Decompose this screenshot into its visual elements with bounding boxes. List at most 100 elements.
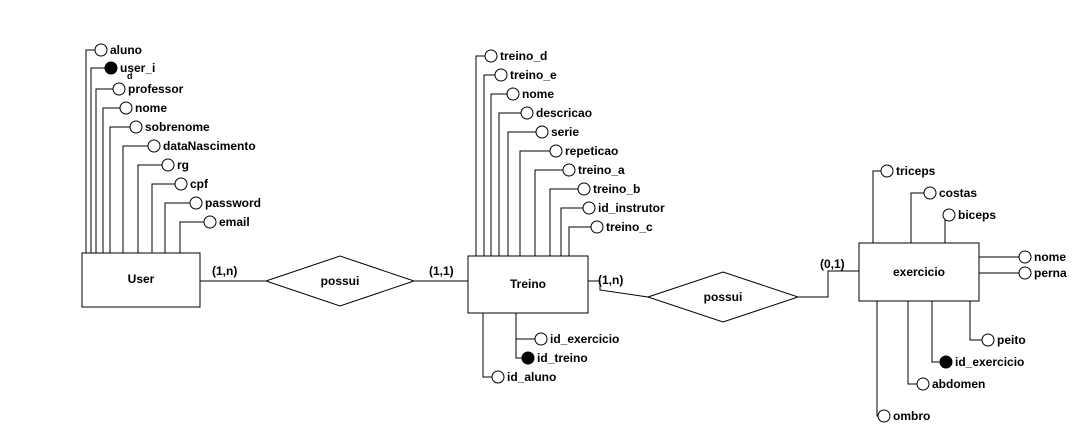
entity-exercicio[interactable]: exercicio [858,242,980,302]
attribute-circle[interactable] [577,182,591,196]
attribute-circle[interactable] [506,87,520,101]
cardinality-treino: (1,1) [429,264,454,278]
attribute-edge [137,164,162,253]
attribute-circle[interactable] [174,177,188,191]
attribute-circle[interactable] [484,49,498,63]
relationship-treino-exercicio[interactable]: possui (1,n) (0,1) [588,257,859,323]
attribute-label: id_exercicio [955,355,1024,369]
attribute-label: professor [128,82,184,96]
cardinality-treino: (1,n) [598,273,623,287]
attribute-label: treino_b [593,182,640,196]
attribute-circle[interactable] [203,215,217,229]
attribute-circle[interactable] [590,220,604,234]
attribute-edge [931,301,940,363]
attribute-edge [95,88,113,253]
attribute-label: email [219,215,250,229]
attribute-label: user_i [120,61,155,75]
attribute-circle[interactable] [94,43,108,57]
attribute-label: abdomen [932,377,985,391]
key-attribute-circle[interactable] [104,61,118,75]
relationship-user-treino[interactable]: possui (1,n) (1,1) [200,255,468,307]
attribute-edge [549,188,578,256]
attribute-label: nome [135,101,167,115]
attribute-label: costas [939,186,977,200]
attribute-circle[interactable] [119,101,133,115]
attribute-circle[interactable] [880,164,894,178]
attribute-edge [507,131,536,256]
attribute-edge [482,313,492,378]
attribute-circle[interactable] [494,68,508,82]
attribute-edge [515,313,535,340]
attribute-edge [534,169,563,256]
attribute-label: repeticao [565,144,618,158]
relationship-label: possui [704,290,743,304]
attribute-label: password [205,196,261,210]
attribute-label: perna [1034,266,1067,280]
attribute-circle[interactable] [534,332,548,346]
attribute-edge [876,301,878,417]
attribute-circle[interactable] [562,163,576,177]
attribute-label: nome [1034,250,1066,264]
attribute-edge [515,313,522,359]
attribute-circle[interactable] [923,186,937,200]
key-attribute-circle[interactable] [939,355,953,369]
attribute-label: peito [997,333,1026,347]
attribute-label: triceps [896,164,936,178]
attribute-edge [490,93,507,256]
attribute-circle[interactable] [147,139,161,153]
cardinality-exercicio: (0,1) [820,257,845,271]
attribute-circle[interactable] [520,106,534,120]
attribute-circle[interactable] [161,158,175,172]
edge-rel2-exercicio [798,270,859,298]
attribute-label: sobrenome [145,120,210,134]
attribute-circle[interactable] [1018,250,1032,264]
attribute-edge [872,170,881,243]
attribute-label: cpf [190,177,209,191]
attribute-edge [151,183,175,253]
attribute-label: aluno [110,43,142,57]
attribute-edge [560,207,583,256]
attribute-circle[interactable] [942,208,956,222]
attribute-label: biceps [958,208,996,222]
attribute-label: treino_a [578,163,625,177]
attribute-edge [483,74,495,256]
attribute-label: id_instrutor [598,201,665,215]
edge-treino-rel2 [588,280,649,298]
attribute-label: treino_e [510,68,557,82]
attribute-circle[interactable] [112,82,126,96]
attribute-edge [122,145,148,253]
attribute-circle[interactable] [1018,266,1032,280]
attribute-circle[interactable] [549,144,563,158]
entity-exercicio-label: exercicio [893,265,945,279]
attribute-label: id_treino [537,351,588,365]
key-attribute-circle[interactable] [521,351,535,365]
attribute-edge [907,301,917,385]
entity-treino[interactable]: Treino [467,255,589,314]
attribute-edge [475,55,485,256]
attribute-label-wrap: d [127,71,133,81]
attribute-label: nome [522,87,554,101]
attribute-circle[interactable] [916,377,930,391]
attribute-edge [969,301,982,341]
attribute-circle[interactable] [582,201,596,215]
attribute-edge [179,221,204,253]
attribute-circle[interactable] [981,333,995,347]
attribute-edge [568,226,591,256]
entity-user-label: User [128,272,155,286]
attribute-edge [90,67,105,253]
entity-user[interactable]: User [81,252,201,308]
attribute-edge [164,202,190,253]
attribute-label: treino_d [500,49,547,63]
attribute-circle[interactable] [877,409,891,423]
attribute-circle[interactable] [129,120,143,134]
attribute-circle[interactable] [535,125,549,139]
attribute-circle[interactable] [491,370,505,384]
attribute-label: id_exercicio [550,332,619,346]
attribute-circle[interactable] [189,196,203,210]
attribute-edge [910,192,924,243]
attribute-edge [85,49,95,253]
cardinality-user: (1,n) [212,264,237,278]
attribute-edge [498,112,521,256]
